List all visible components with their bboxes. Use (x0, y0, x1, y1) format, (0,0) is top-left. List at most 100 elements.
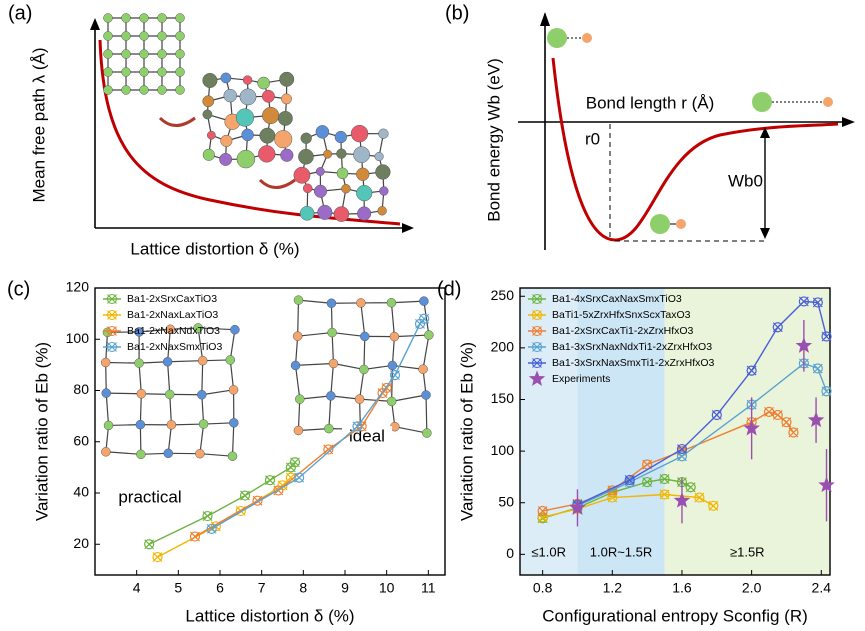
lattice-atom (163, 448, 173, 459)
legend-marker (531, 293, 543, 305)
lattice-atom (324, 423, 334, 434)
lattice-bond (295, 362, 334, 367)
lattice-atom (295, 394, 305, 404)
atom (582, 33, 592, 43)
marker (812, 297, 823, 308)
marker (818, 476, 835, 493)
lattice-atom (386, 396, 397, 407)
arrow (402, 223, 414, 233)
lattice-atom (315, 125, 330, 139)
lattice-atom (293, 166, 311, 184)
lattice-atom (175, 85, 185, 95)
lattice-bond (294, 365, 301, 400)
lattice-atom (207, 130, 216, 140)
legend-marker (531, 357, 543, 369)
lattice-atom (333, 206, 350, 222)
lattice-atom (326, 298, 337, 308)
marker (807, 411, 825, 428)
lattice-atom (379, 186, 389, 196)
lattice-atom (300, 132, 312, 144)
lattice-atom (202, 148, 215, 161)
x-tick-label: 11 (421, 580, 436, 596)
x-tick-label: 2.4 (812, 580, 832, 596)
lattice-bond (298, 299, 332, 304)
lattice-bond (391, 336, 396, 366)
atom (650, 214, 670, 234)
lattice-atom (227, 451, 238, 461)
y-label: Variation ratio of Eb (%) (457, 342, 476, 521)
lattice-bond (294, 336, 299, 366)
marker (389, 370, 401, 381)
lattice-atom (357, 206, 372, 221)
lattice-bond (330, 395, 360, 400)
lattice-bond (166, 361, 171, 395)
lattice-atom (302, 183, 313, 194)
marker (294, 472, 305, 483)
lattice-atom (157, 85, 167, 95)
lattice-atom (422, 428, 432, 438)
lattice-atom (195, 448, 205, 459)
x-tick-label: 4 (133, 580, 141, 596)
lattice-atom (336, 167, 349, 180)
lattice-atom (230, 324, 240, 335)
lattice-atom (157, 13, 167, 23)
lattice-bond (297, 399, 301, 431)
lattice-atom (134, 327, 144, 337)
region (577, 288, 665, 575)
annotation: r0 (585, 129, 600, 148)
legend-marker (531, 309, 543, 321)
x-label: Bond length r (Å) (586, 93, 715, 112)
marker (743, 419, 760, 436)
lattice-bond (391, 394, 427, 402)
x-tick-label: 5 (174, 580, 182, 596)
marker (285, 462, 296, 473)
lattice-bond (108, 424, 141, 427)
legend-label: Experiments (552, 373, 610, 385)
marker (694, 492, 705, 503)
lattice-bond (138, 363, 142, 394)
lattice-bond (331, 332, 335, 364)
lattice-bond (363, 336, 366, 370)
lattice-atom (387, 360, 398, 371)
marker (812, 363, 823, 374)
lattice-atom (323, 149, 333, 159)
lattice-bond (166, 329, 171, 362)
lattice-bond (201, 389, 234, 396)
lattice-atom (103, 85, 113, 95)
lattice-atom (136, 449, 146, 460)
x-tick-label: 0.8 (533, 580, 553, 596)
y-tick-label: 40 (73, 484, 89, 500)
atom (676, 219, 686, 229)
lattice-atom (419, 296, 429, 306)
panel-label: (c) (7, 278, 30, 300)
lattice-bond (422, 334, 430, 370)
lattice-atom (421, 390, 431, 400)
plot-frame (94, 287, 446, 576)
lattice-atom (242, 75, 253, 85)
lattice-atom (336, 148, 347, 159)
lattice-bond (394, 426, 427, 434)
lattice-atom (375, 164, 391, 180)
region-label: 1.0R~1.5R (590, 544, 653, 559)
lattice-atom (175, 67, 185, 77)
lattice-atom (225, 355, 236, 365)
lattice-bond (198, 327, 235, 331)
lattice-bond (105, 361, 140, 364)
lattice-bond (330, 303, 333, 333)
lattice-atom (101, 447, 111, 457)
region-label: ≥1.5R (730, 544, 765, 559)
legend-marker (106, 309, 118, 321)
lattice-atom (103, 31, 113, 41)
marker (772, 409, 783, 421)
lattice-atom (202, 95, 215, 108)
marker (676, 443, 688, 455)
lattice-bond (171, 423, 204, 426)
lattice-atom (356, 184, 373, 202)
lattice-atom (220, 72, 232, 84)
marker (189, 531, 201, 542)
lattice-atom (299, 206, 315, 221)
inset-label-bg (112, 487, 187, 509)
lattice-atom (103, 13, 113, 23)
lattice-bond (139, 393, 142, 425)
